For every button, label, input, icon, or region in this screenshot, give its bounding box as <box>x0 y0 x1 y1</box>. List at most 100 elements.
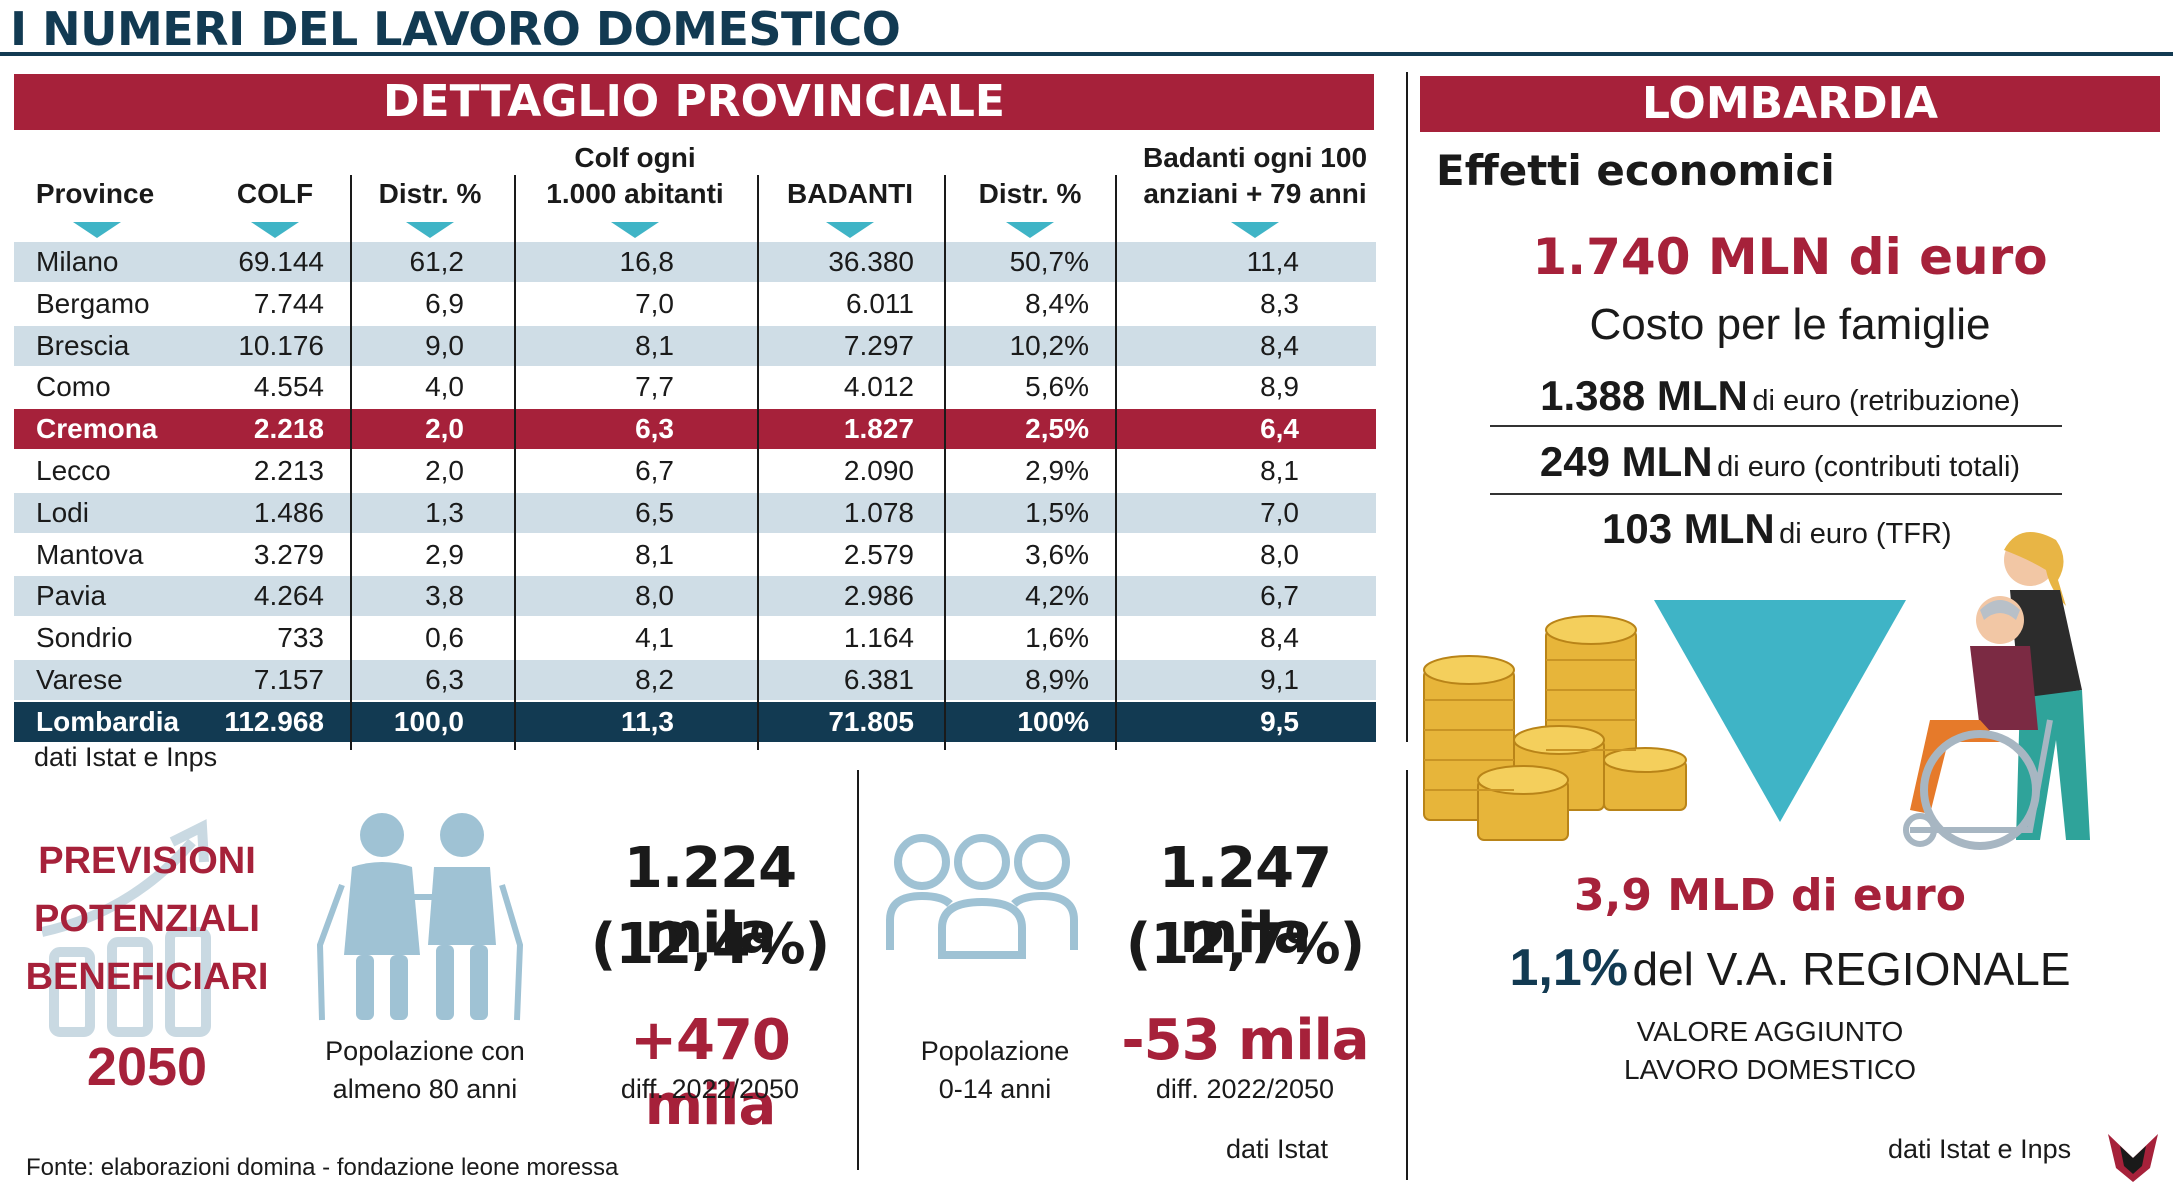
cell-badanti: 36.380 <box>828 246 914 277</box>
cell-distr-badanti: 5,6% <box>1025 371 1089 403</box>
distr-colf-marker-icon <box>406 222 454 238</box>
cell-distr-colf: 1,3 <box>425 496 464 528</box>
cell-province: Mantova <box>36 538 144 570</box>
cell-badanti: 6.011 <box>846 287 914 319</box>
cell-distr-colf: 61,2 <box>409 246 465 277</box>
cell-badanti: 4.012 <box>843 371 914 403</box>
section-divider <box>857 770 859 1170</box>
cell-province: Cremona <box>36 413 158 445</box>
cost-item-label: di euro (contributi totali) <box>1717 451 2021 483</box>
header-distr-colf: Distr. % <box>378 178 482 209</box>
table-row: Cremona 2.218 2,0 6,3 1.827 2,5% 6,4 <box>14 409 1376 450</box>
down-arrow-icon <box>1654 600 1906 822</box>
cell-distr-colf: 6,9 <box>425 287 464 319</box>
cell-badanti-100: 9,5 <box>1260 705 1299 737</box>
panel-divider-top <box>1406 72 1408 742</box>
cell-distr-badanti: 50,7% <box>1009 246 1089 277</box>
banner-lombardia: LOMBARDIA <box>1420 76 2160 132</box>
cell-province: Como <box>36 371 111 403</box>
table-row: Pavia 4.264 3,8 8,0 2.986 4,2% 6,7 <box>14 576 1376 617</box>
cell-badanti: 1.164 <box>843 622 914 654</box>
cell-colf-ab: 8,1 <box>635 538 674 570</box>
cell-distr-badanti: 10,2% <box>1009 329 1089 361</box>
children-group-icon <box>886 834 1078 959</box>
kids-diff-label: diff. 2022/2050 <box>1155 1074 1335 1104</box>
cell-distr-badanti: 4,2% <box>1025 580 1089 612</box>
kids-value: 1.247 mila <box>1158 836 1332 966</box>
header-colf: COLF <box>236 178 314 209</box>
cell-distr-colf: 2,9 <box>425 538 464 570</box>
va-desc-1: VALORE AGGIUNTO <box>1636 1016 1904 1047</box>
elderly-couple-icon <box>316 813 524 1021</box>
cell-colf: 4.554 <box>253 371 324 403</box>
cell-colf: 2.218 <box>253 413 324 445</box>
cost-label: Costo per le famiglie <box>1589 300 1991 349</box>
cost-divider <box>1490 425 2062 427</box>
table-row: Lodi 1.486 1,3 6,5 1.078 1,5% 7,0 <box>14 492 1376 533</box>
cell-badanti-100: 7,0 <box>1260 496 1299 528</box>
table-row: Como 4.554 4,0 7,7 4.012 5,6% 8,9 <box>14 367 1376 407</box>
cell-badanti-100: 9,1 <box>1260 664 1299 695</box>
header-badanti-100-1: Badanti ogni 100 <box>1142 142 1368 173</box>
cell-province: Bergamo <box>36 287 150 319</box>
table-row: Lecco 2.213 2,0 6,7 2.090 2,9% 8,1 <box>14 451 1376 491</box>
kids-pct: (12,7%) <box>1125 912 1365 977</box>
cost-item-value: 249 MLN <box>1539 438 1713 485</box>
cell-badanti: 1.078 <box>843 496 914 528</box>
va-desc-2: LAVORO DOMESTICO <box>1624 1054 1916 1085</box>
header-colf-ab-1: Colf ogni <box>574 142 696 173</box>
header-distr-badanti: Distr. % <box>978 178 1082 209</box>
cell-province: Pavia <box>36 580 107 612</box>
cell-colf-ab: 7,0 <box>635 287 674 319</box>
table-row: Bergamo 7.744 6,9 7,0 6.011 8,4% 8,3 <box>14 284 1376 324</box>
cell-badanti: 2.986 <box>843 580 914 612</box>
cell-distr-badanti: 2,9% <box>1025 455 1089 486</box>
header-province: Province <box>35 178 155 209</box>
elderly-diff-label: diff. 2022/2050 <box>620 1074 800 1104</box>
cell-distr-colf: 2,0 <box>425 413 464 445</box>
cost-item-contributi: 249 MLN di euro (contributi totali) <box>1490 438 2070 486</box>
cell-colf: 69.144 <box>238 246 324 277</box>
cell-distr-colf: 9,0 <box>425 329 464 361</box>
column-separator <box>514 175 516 750</box>
cost-item-label: di euro (TFR) <box>1779 518 1952 550</box>
forecast-graph-icon <box>40 819 211 1037</box>
elderly-pct: (12,4%) <box>590 912 830 977</box>
cell-badanti: 71.805 <box>828 705 914 737</box>
cell-badanti: 2.579 <box>843 538 914 570</box>
afw-logo-icon <box>2108 1134 2158 1182</box>
forecast-line-1: PREVISIONI <box>38 840 256 882</box>
cell-colf-ab: 6,3 <box>635 413 674 445</box>
cell-distr-badanti: 100% <box>1017 705 1089 737</box>
cost-item-tfr: 103 MLN di euro (TFR) <box>1602 505 2022 553</box>
cell-badanti: 2.090 <box>843 455 914 486</box>
lombardia-source: dati Istat e Inps <box>1888 1134 2072 1164</box>
elderly-value: 1.224 mila <box>623 836 797 966</box>
cell-distr-badanti: 8,4% <box>1025 287 1089 319</box>
cell-colf-ab: 11,3 <box>621 705 674 737</box>
table-row: Varese 7.157 6,3 8,2 6.381 8,9% 9,1 <box>14 660 1376 700</box>
cell-colf-ab: 6,7 <box>635 455 674 486</box>
cell-distr-colf: 6,3 <box>425 664 464 695</box>
forecast-block: PREVISIONI POTENZIALI BENEFICIARI 2050 <box>22 802 272 1097</box>
cell-colf-ab: 8,1 <box>635 329 674 361</box>
cell-badanti-100: 8,9 <box>1260 371 1299 403</box>
va-value: 3,9 MLD di euro <box>1574 870 1966 921</box>
cell-badanti-100: 11,4 <box>1246 246 1299 277</box>
cell-colf-ab: 8,0 <box>635 580 674 612</box>
badanti-100-marker-icon <box>1231 222 1279 238</box>
badanti-marker-icon <box>826 222 874 238</box>
cell-badanti: 6.381 <box>843 664 914 695</box>
cell-distr-colf: 4,0 <box>425 371 464 403</box>
cost-divider <box>1490 493 2062 495</box>
cell-badanti-100: 6,4 <box>1260 413 1299 445</box>
cell-badanti-100: 8,4 <box>1260 329 1299 361</box>
header-badanti-100-2: anziani + 79 anni <box>1143 178 1367 209</box>
cell-distr-badanti: 3,6% <box>1025 538 1089 570</box>
cell-colf: 733 <box>277 622 324 654</box>
elderly-diff: +470 mila <box>630 1008 791 1138</box>
cell-distr-colf: 2,0 <box>425 455 464 486</box>
cell-badanti-100: 6,7 <box>1260 580 1299 612</box>
cost-item-value: 103 MLN <box>1602 505 1775 552</box>
colf-ab-marker-icon <box>611 222 659 238</box>
